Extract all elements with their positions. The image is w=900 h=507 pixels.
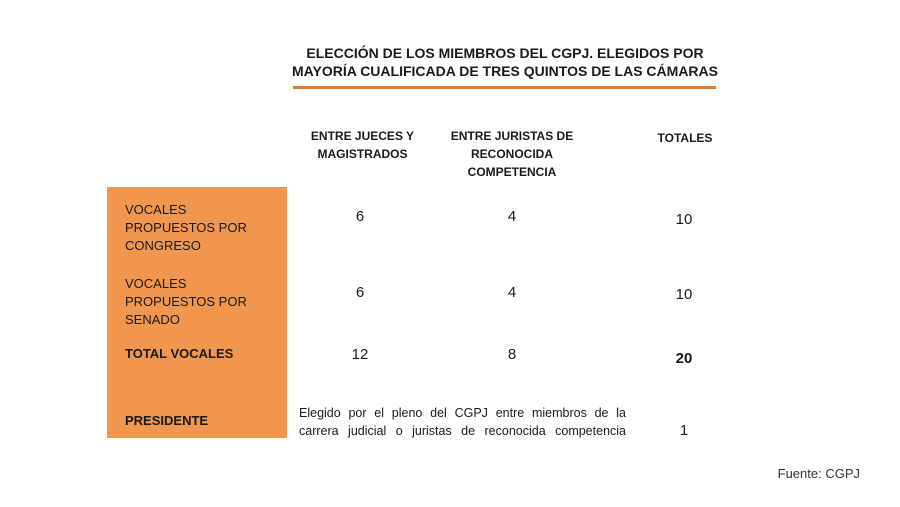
cell-total-jueces: 12 bbox=[351, 346, 369, 363]
cell-presidente-total: 1 bbox=[679, 422, 689, 439]
title-divider bbox=[293, 86, 716, 89]
cell-senado-jueces: 6 bbox=[355, 284, 365, 301]
row-label-senado: VOCALES PROPUESTOS POR SENADO bbox=[125, 276, 247, 327]
cell-congreso-total: 10 bbox=[675, 211, 693, 228]
cell-senado-juristas: 4 bbox=[507, 284, 517, 301]
cell-senado-total: 10 bbox=[675, 286, 693, 303]
cell-congreso-jueces: 6 bbox=[355, 208, 365, 225]
cell-total-juristas: 8 bbox=[507, 346, 517, 363]
table-title: ELECCIÓN DE LOS MIEMBROS DEL CGPJ. ELEGI… bbox=[292, 45, 718, 79]
column-header-jueces: ENTRE JUECES Y MAGISTRADOS bbox=[310, 129, 415, 161]
presidente-note: Elegido por el pleno del CGPJ entre miem… bbox=[299, 406, 626, 438]
column-header-totales: TOTALES bbox=[657, 131, 713, 145]
source-note: Fuente: CGPJ bbox=[777, 466, 860, 481]
cell-congreso-juristas: 4 bbox=[507, 208, 517, 225]
row-label-congreso: VOCALES PROPUESTOS POR CONGRESO bbox=[125, 202, 247, 253]
row-label-presidente: PRESIDENTE bbox=[125, 413, 209, 428]
cell-total-total: 20 bbox=[675, 350, 693, 367]
row-label-total: TOTAL VOCALES bbox=[125, 346, 234, 361]
row-label-panel bbox=[107, 187, 287, 438]
column-header-juristas: ENTRE JURISTAS DE RECONOCIDA COMPETENCIA bbox=[450, 129, 574, 179]
